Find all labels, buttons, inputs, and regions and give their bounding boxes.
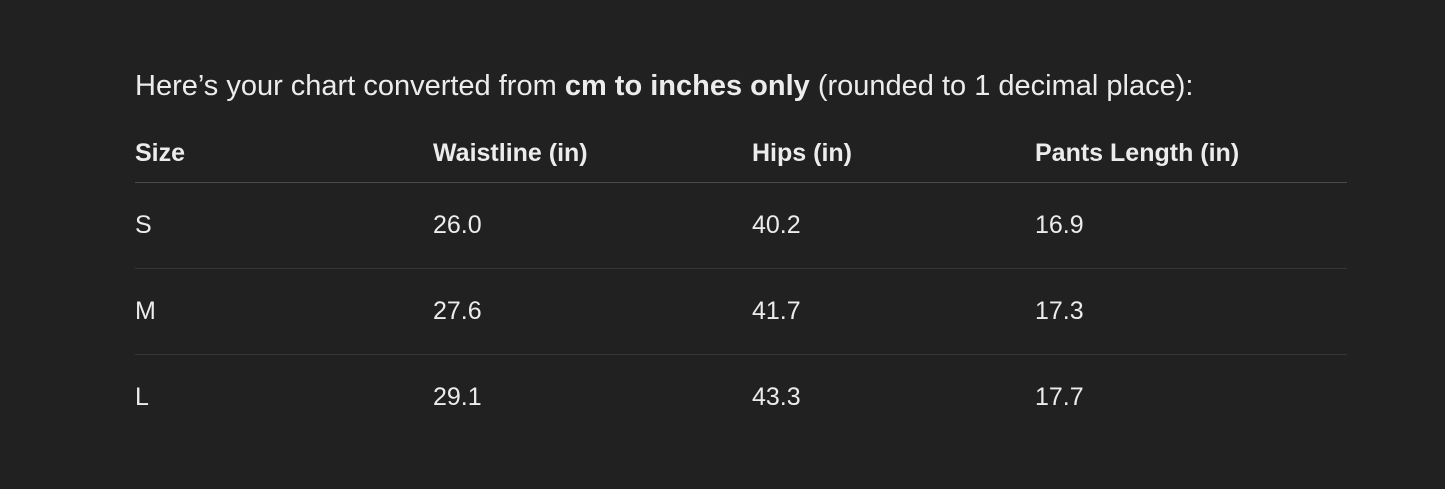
header-waistline: Waistline (in) bbox=[433, 124, 752, 183]
cell-size: S bbox=[135, 182, 433, 269]
cell-hips: 43.3 bbox=[752, 383, 801, 411]
table-row: M 27.6 41.7 17.3 bbox=[135, 268, 1347, 355]
intro-before: Here’s your chart converted from bbox=[135, 70, 565, 102]
cell-pants-length: 16.9 bbox=[1035, 182, 1347, 269]
header-size: Size bbox=[135, 124, 433, 183]
cell-waistline: 29.1 bbox=[433, 383, 482, 411]
cell-hips: 41.7 bbox=[752, 268, 1035, 355]
intro-bold: cm to inches only bbox=[564, 70, 810, 102]
header-pants-length: Pants Length (in) bbox=[1035, 124, 1347, 183]
intro-text: Here’s your chart converted from cm to i… bbox=[135, 70, 1193, 103]
cell-pants-length: 17.7 bbox=[1035, 383, 1084, 411]
table-row: S 26.0 40.2 16.9 bbox=[135, 182, 1347, 269]
size-chart-table: Size Waistline (in) Hips (in) Pants Leng… bbox=[135, 124, 1347, 440]
header-hips: Hips (in) bbox=[752, 124, 1035, 183]
cell-hips: 40.2 bbox=[752, 182, 1035, 269]
cell-waistline: 27.6 bbox=[433, 268, 752, 355]
cell-pants-length: 17.3 bbox=[1035, 268, 1347, 355]
header-row: Size Waistline (in) Hips (in) Pants Leng… bbox=[135, 124, 1347, 183]
cell-waistline: 26.0 bbox=[433, 182, 752, 269]
cell-size: M bbox=[135, 268, 433, 355]
table-row: L 29.1 43.3 17.7 bbox=[135, 355, 1347, 441]
intro-after: (rounded to 1 decimal place): bbox=[809, 70, 1194, 102]
cell-size: L bbox=[135, 383, 149, 411]
